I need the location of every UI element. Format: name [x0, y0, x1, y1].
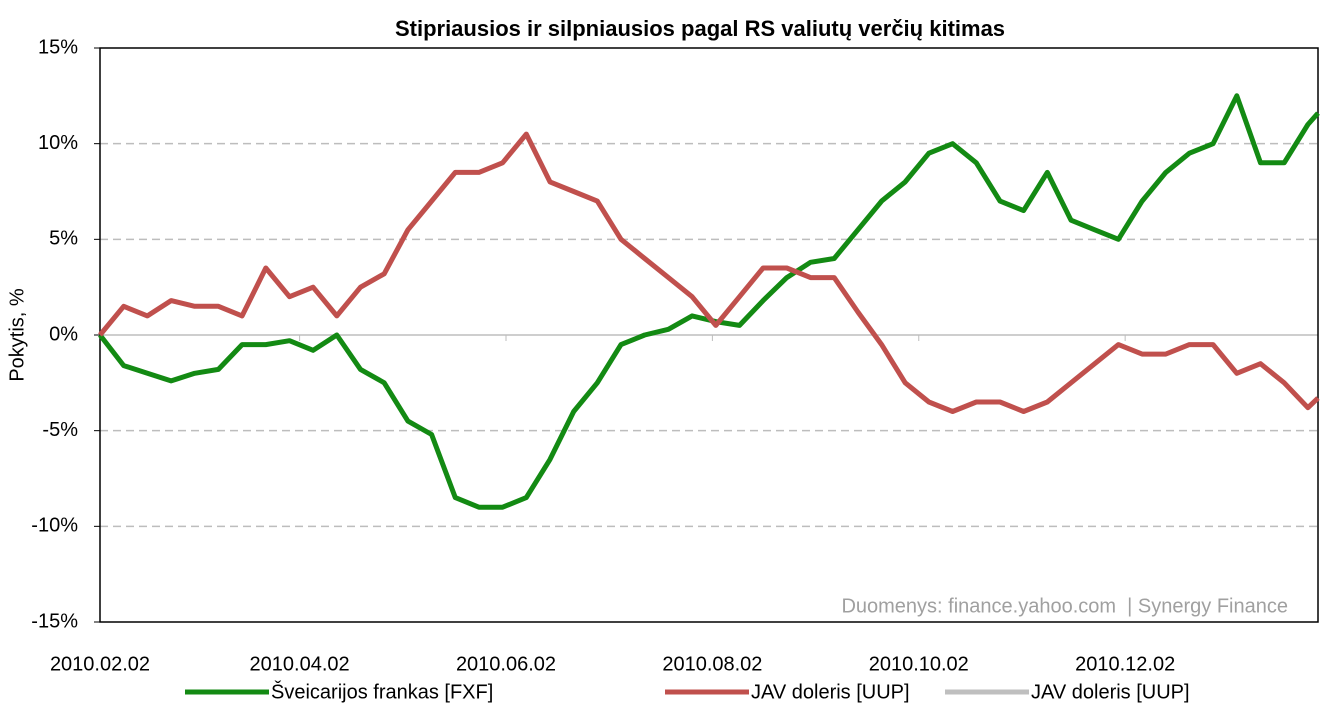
x-tick-label: 2010.06.02 — [456, 653, 556, 675]
y-tick-label: -5% — [42, 419, 78, 441]
y-tick-label: -15% — [31, 610, 78, 632]
y-tick-label: 5% — [49, 228, 78, 250]
y-tick-label: -10% — [31, 515, 78, 537]
legend-label: JAV doleris [UUP] — [1031, 681, 1190, 703]
chart-title: Stipriausios ir silpniausios pagal RS va… — [395, 16, 1005, 41]
x-tick-label: 2010.04.02 — [250, 653, 350, 675]
legend-label: Šveicarijos frankas [FXF] — [271, 680, 493, 703]
y-tick-label: 15% — [38, 36, 78, 58]
series-line — [98, 131, 1320, 414]
x-tick-label: 2010.10.02 — [869, 653, 969, 675]
source-note: Duomenys: finance.yahoo.com | Synergy Fi… — [841, 595, 1288, 617]
x-tick-label: 2010.12.02 — [1075, 653, 1175, 675]
y-tick-label: 10% — [38, 132, 78, 154]
legend-label: JAV doleris [UUP] — [751, 681, 910, 703]
series-line — [98, 93, 1320, 510]
x-tick-label: 2010.08.02 — [662, 653, 762, 675]
y-axis-label: Pokytis, % — [6, 288, 28, 382]
y-tick-label: 0% — [49, 323, 78, 345]
x-tick-label: 2010.02.02 — [50, 653, 150, 675]
